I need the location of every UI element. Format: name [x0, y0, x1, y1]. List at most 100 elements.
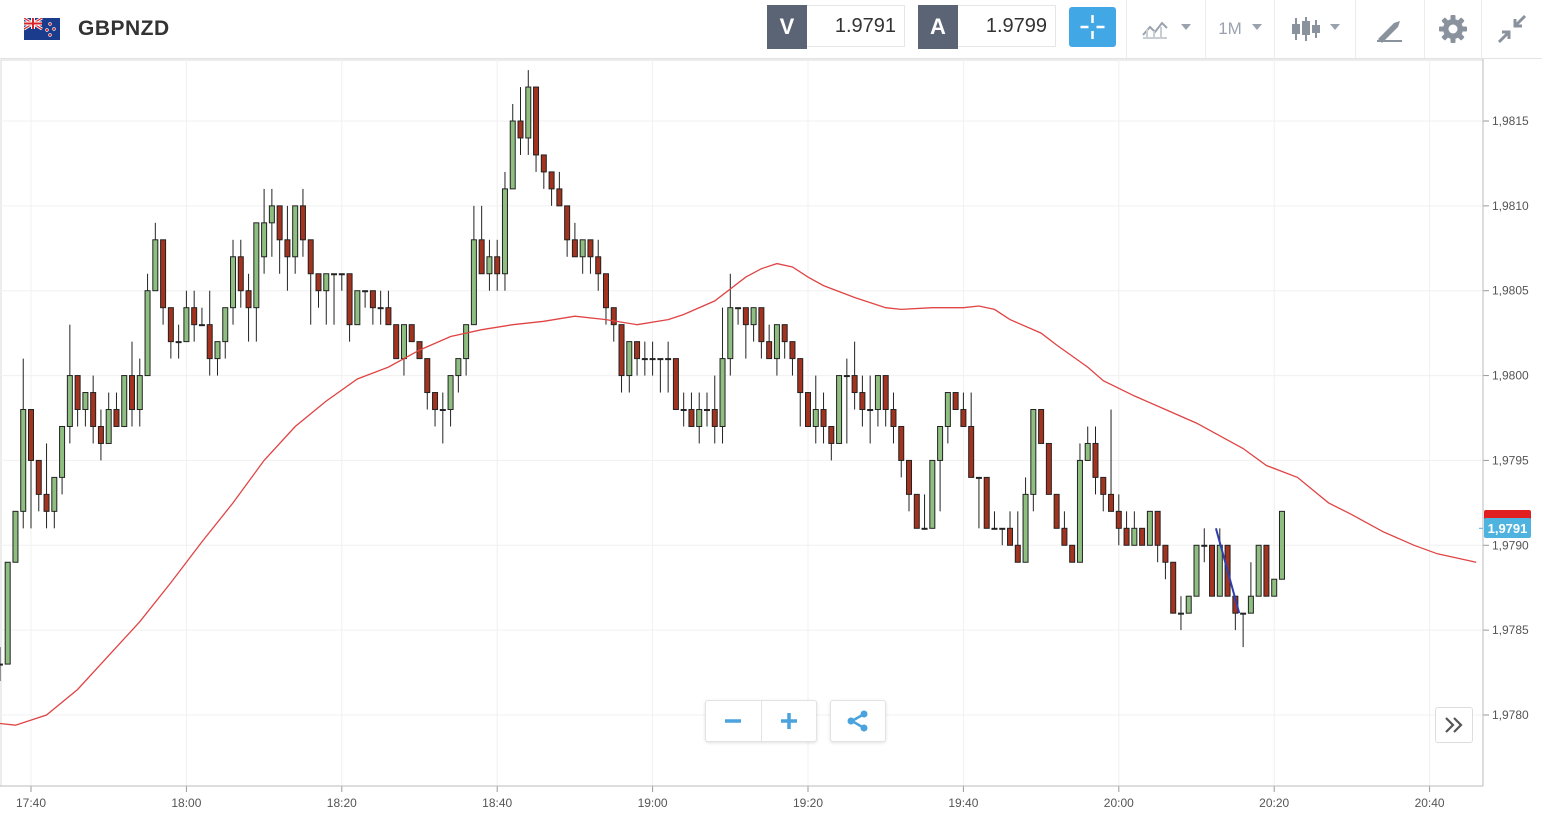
bullish-candle [136, 375, 143, 411]
bullish-candle [82, 392, 89, 411]
bearish-candle [113, 409, 120, 427]
x-tick-label: 19:20 [793, 796, 823, 810]
bullish-candle [198, 324, 205, 327]
x-tick-label: 19:40 [948, 796, 978, 810]
bearish-candle [129, 375, 136, 411]
toolbar-divider [1355, 0, 1356, 58]
bullish-candle [144, 290, 151, 377]
uk-nz-flag-icon [24, 18, 60, 40]
sell-quote-button[interactable]: V 1.9791 [767, 5, 905, 49]
bearish-candle [859, 392, 866, 411]
indicators-icon [1142, 21, 1168, 39]
bullish-candle [12, 510, 19, 563]
bearish-candle [35, 459, 42, 495]
bearish-candle [28, 409, 34, 461]
bullish-candle [354, 290, 361, 326]
bullish-candle [944, 392, 951, 427]
bullish-candle [20, 409, 27, 512]
bearish-candle [346, 273, 353, 326]
chevron-down-icon [1251, 24, 1262, 30]
bearish-candle [315, 273, 322, 292]
bullish-candle [1201, 544, 1208, 547]
bullish-candle [999, 527, 1006, 530]
bullish-candle [750, 307, 757, 326]
x-tick-label: 19:00 [638, 796, 668, 810]
bearish-candle [602, 273, 609, 309]
bearish-candle [634, 341, 641, 360]
chevron-down-icon [1181, 24, 1191, 30]
collapse-icon [1497, 14, 1527, 44]
bearish-candle [424, 358, 431, 394]
crosshair-button[interactable] [1069, 7, 1116, 47]
toolbar: GBPNZD V 1.9791 A 1.9799 1M [0, 0, 1542, 59]
plus-icon [780, 713, 797, 729]
bearish-candle [828, 425, 835, 444]
bullish-candle [455, 358, 462, 377]
bullish-candle [323, 273, 330, 292]
bullish-candle [1146, 510, 1153, 546]
bullish-candle [362, 290, 369, 293]
x-tick-label: 17:40 [16, 796, 46, 810]
bullish-candle [1022, 493, 1029, 563]
bearish-candle [595, 256, 602, 275]
bearish-candle [299, 205, 306, 241]
bullish-candle [175, 341, 182, 344]
bullish-candle [680, 409, 687, 412]
minus-icon [725, 719, 742, 723]
bullish-candle [929, 459, 936, 529]
bullish-candle [836, 375, 843, 444]
bearish-candle [890, 409, 897, 427]
collapse-button[interactable] [1482, 0, 1542, 58]
bearish-candle [74, 375, 81, 411]
bearish-candle [1038, 409, 1045, 444]
bearish-candle [571, 239, 578, 258]
scroll-to-latest-button[interactable] [1435, 707, 1473, 743]
bullish-candle [463, 324, 470, 360]
crosshair-icon [1080, 15, 1105, 39]
bullish-candle [152, 239, 159, 292]
chart-canvas[interactable]: 1,9780 1,9785 1,9790 1,9795 1,9800 1,9805 1,98… [0, 59, 1542, 822]
bullish-candle [1131, 527, 1138, 546]
toolbar-divider [1274, 0, 1275, 58]
ma-value-marker [1484, 510, 1531, 519]
bullish-candle [121, 375, 128, 427]
zoom-in-button[interactable] [760, 701, 817, 741]
bearish-candle [307, 239, 314, 275]
bearish-candle [1139, 527, 1146, 546]
zoom-out-button[interactable] [706, 701, 761, 741]
trendline[interactable] [1214, 528, 1241, 614]
x-tick-label: 20:20 [1259, 796, 1289, 810]
bullish-candle [1177, 612, 1184, 615]
bearish-candle [851, 375, 858, 394]
bullish-candle [665, 358, 672, 361]
bullish-candle [1255, 544, 1262, 597]
bearish-candle [1069, 544, 1076, 563]
chart-type-dropdown[interactable] [1275, 0, 1355, 58]
drawing-tools-button[interactable] [1356, 0, 1424, 58]
settings-button[interactable] [1425, 0, 1481, 58]
bearish-candle [393, 324, 400, 360]
indicators-button[interactable] [1127, 0, 1205, 58]
instrument-name: GBPNZD [78, 17, 170, 40]
bullish-candle [991, 527, 998, 530]
bullish-candle [703, 409, 710, 412]
bullish-candle [937, 425, 944, 461]
bullish-candle [975, 476, 982, 479]
bearish-candle [494, 256, 501, 275]
bullish-candle [214, 341, 221, 360]
bearish-candle [758, 307, 765, 343]
buy-quote-button[interactable]: A 1.9799 [918, 5, 1056, 49]
price-chart[interactable]: 1,9780 1,9785 1,9790 1,9795 1,9800 1,9805 1,98… [0, 59, 1542, 822]
bullish-candle [1247, 595, 1254, 614]
share-button[interactable] [830, 700, 886, 742]
bullish-candle [66, 375, 73, 427]
bullish-candle [1185, 595, 1192, 614]
bearish-candle [276, 205, 283, 241]
bullish-candle [183, 307, 190, 343]
timeframe-dropdown[interactable]: 1M [1206, 0, 1274, 58]
bullish-candle [812, 409, 819, 427]
bearish-candle [548, 171, 555, 190]
bearish-candle [1092, 442, 1099, 478]
bearish-candle [618, 324, 625, 377]
bullish-candle [331, 273, 338, 276]
